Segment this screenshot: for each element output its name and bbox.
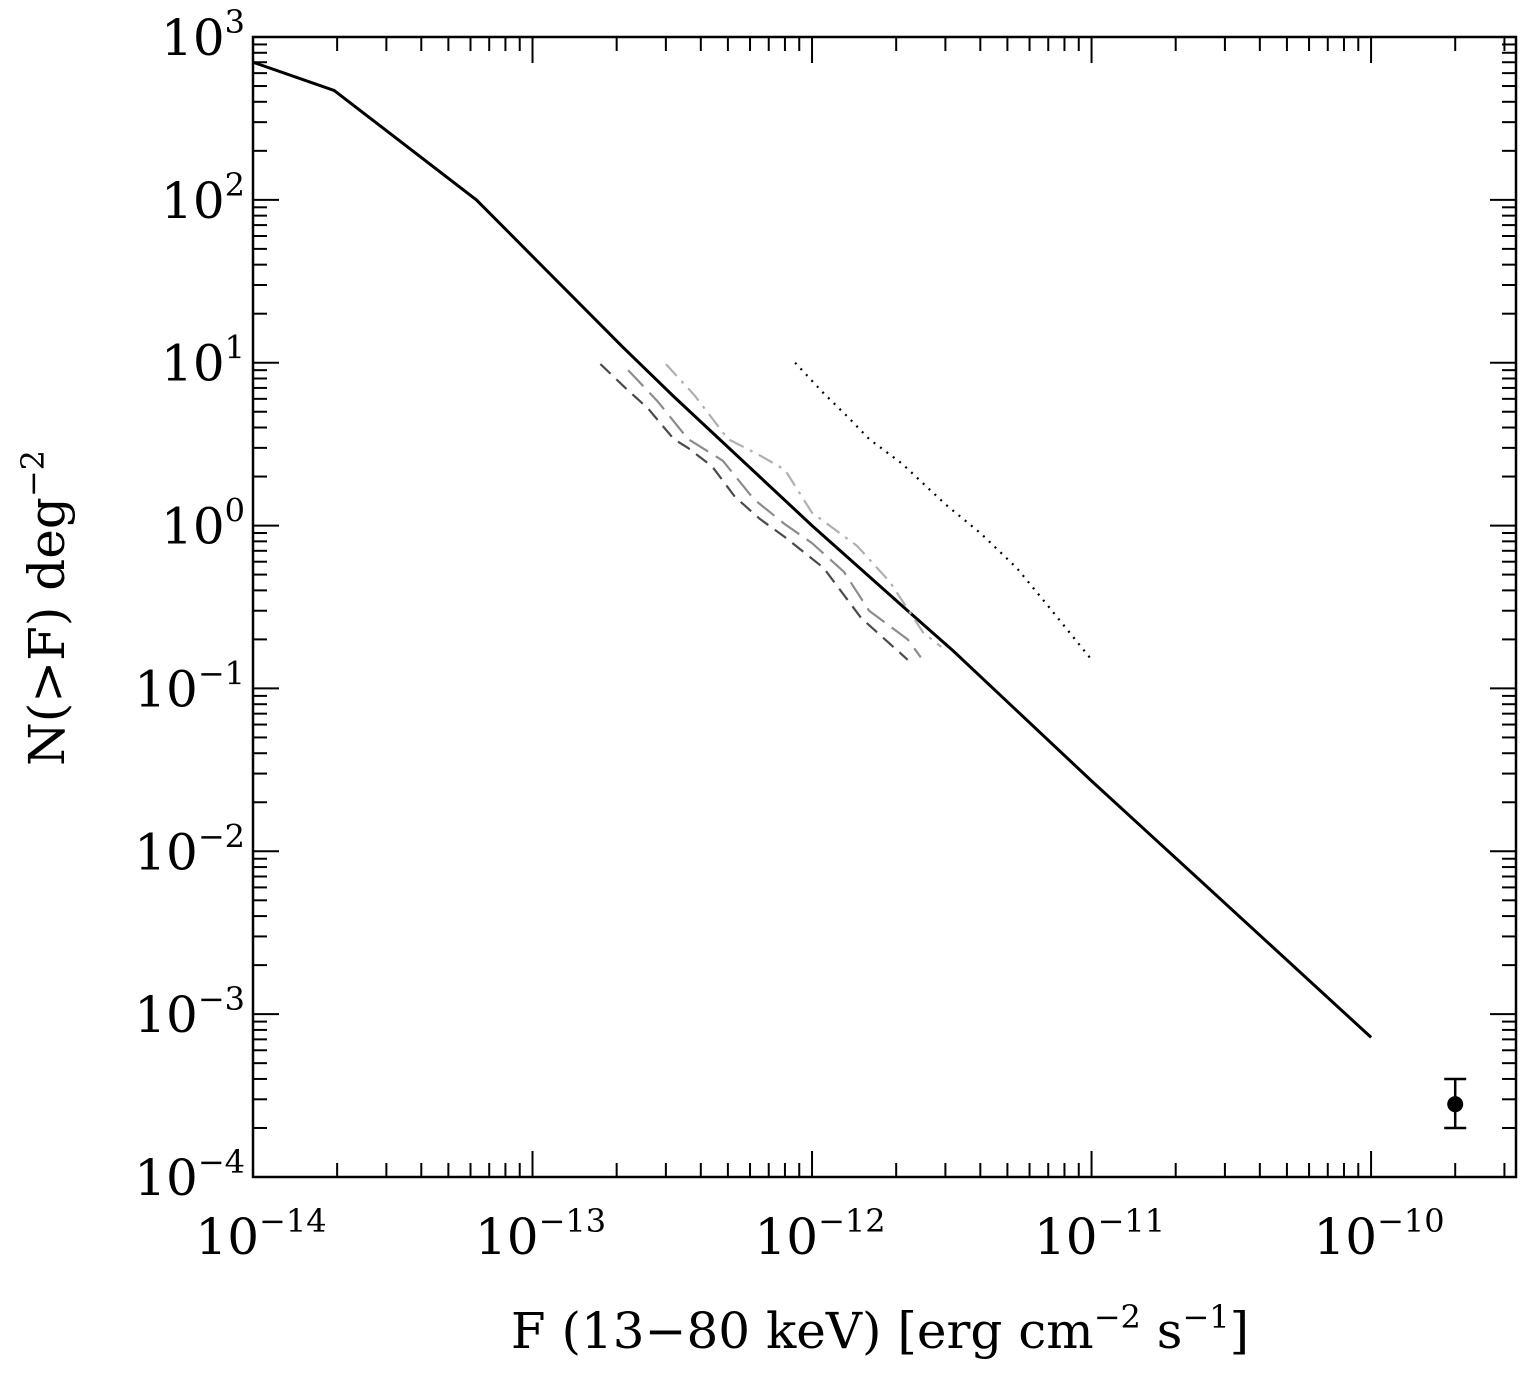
y-tick-label: 100 xyxy=(161,492,245,556)
y-tick-label: 10−3 xyxy=(134,980,245,1044)
y-axis-title: N(>F) deg−2 xyxy=(14,450,76,766)
x-axis-title: F (13−80 keV) [erg cm−2 s−1] xyxy=(511,1298,1249,1360)
series-layer xyxy=(252,60,1373,1039)
data-point xyxy=(1447,1096,1464,1113)
x-tick-label: 10−14 xyxy=(195,1202,326,1266)
y-tick-label: 10−4 xyxy=(134,1143,245,1207)
plot-frame xyxy=(251,35,1518,1179)
x-tick-label: 10−11 xyxy=(1034,1202,1165,1266)
y-tick-label: 103 xyxy=(161,3,245,67)
x-tick-label: 10−13 xyxy=(475,1202,606,1266)
y-tick-label: 10−1 xyxy=(134,654,245,718)
y-tick-label: 10−2 xyxy=(134,817,245,881)
tick-layer xyxy=(252,36,1516,1178)
series-line-dotted xyxy=(794,361,1093,661)
series-line-dashed xyxy=(599,363,909,661)
y-tick-label: 101 xyxy=(161,329,245,393)
series-line-solid xyxy=(252,60,1373,1039)
frame-layer xyxy=(251,35,1518,1179)
x-tick-label: 10−12 xyxy=(754,1202,885,1266)
errorbar-layer xyxy=(1444,1077,1467,1130)
series-line-longdash xyxy=(627,369,922,659)
label-layer: 10−14 10−13 10−12 10−11 10−10 10−4 10−3 10−2 10−… xyxy=(134,3,1444,1266)
x-tick-label: 10−10 xyxy=(1313,1202,1444,1266)
series-line-dashdot xyxy=(665,363,942,648)
y-tick-label: 102 xyxy=(161,166,245,230)
